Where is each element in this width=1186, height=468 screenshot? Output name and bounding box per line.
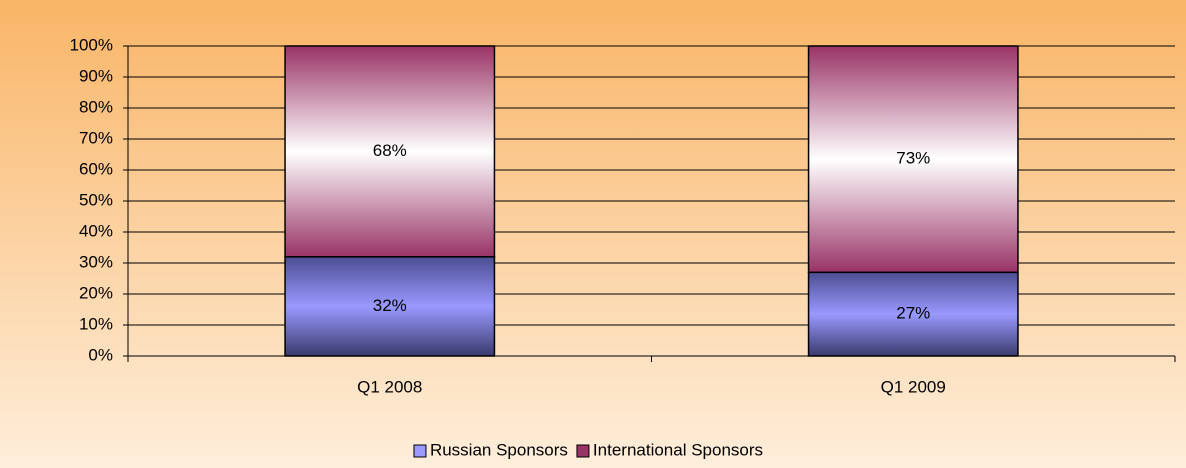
data-label: 73% <box>896 149 930 168</box>
y-tick-label: 50% <box>79 190 113 209</box>
bar-segment <box>284 45 496 258</box>
y-tick-label: 100% <box>70 35 113 54</box>
y-tick-label: 10% <box>79 314 113 333</box>
x-tick-label: Q1 2009 <box>881 377 946 396</box>
y-tick-label: 0% <box>88 345 113 364</box>
bar-segment <box>807 45 1019 274</box>
bar-segment <box>284 256 496 357</box>
y-tick-label: 80% <box>79 97 113 116</box>
legend-label: International Sponsors <box>593 440 763 459</box>
legend-swatch <box>576 444 590 458</box>
bar-segment <box>807 271 1019 357</box>
data-label: 32% <box>373 296 407 315</box>
data-label: 68% <box>373 141 407 160</box>
y-tick-label: 40% <box>79 221 113 240</box>
legend-swatch <box>413 444 427 458</box>
y-tick-label: 60% <box>79 159 113 178</box>
legend-label: Russian Sponsors <box>430 440 568 459</box>
y-tick-label: 20% <box>79 283 113 302</box>
x-tick-label: Q1 2008 <box>357 377 422 396</box>
data-label: 27% <box>896 304 930 323</box>
y-tick-label: 30% <box>79 252 113 271</box>
y-tick-label: 70% <box>79 128 113 147</box>
y-tick-label: 90% <box>79 66 113 85</box>
